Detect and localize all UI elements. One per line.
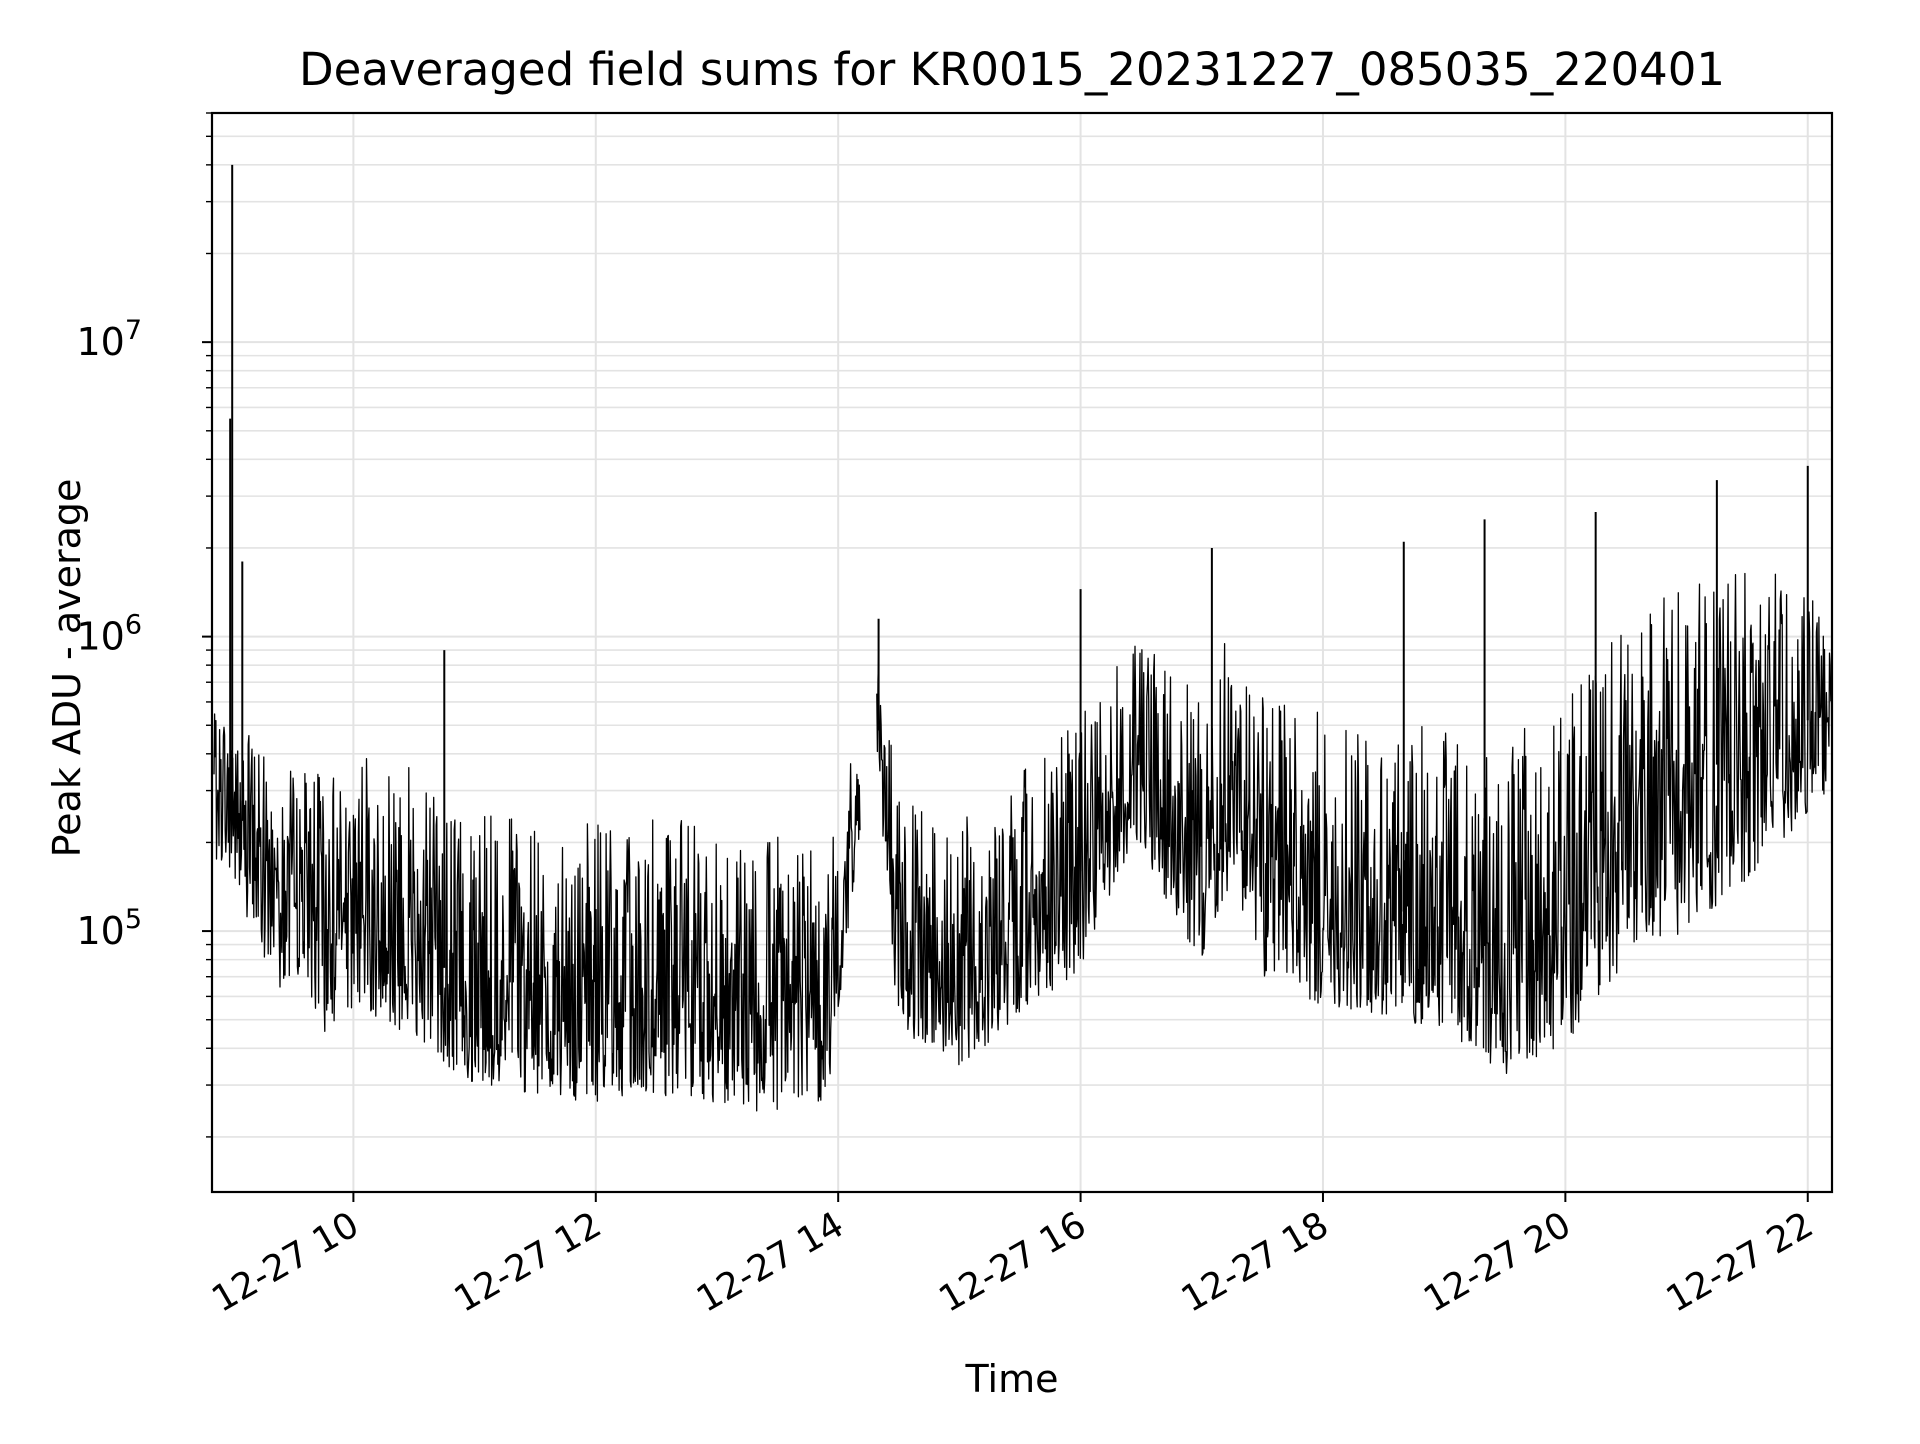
y-tick-label: 106: [76, 610, 142, 659]
y-tick-label: 105: [76, 904, 142, 953]
y-tick-label: 107: [76, 315, 142, 364]
data-series: [213, 164, 1833, 1112]
plot-frame: [210, 111, 1834, 1194]
series-line: [213, 572, 1833, 1112]
x-axis-label: Time: [965, 1357, 1059, 1401]
y-axis-label: Peak ADU - average: [45, 479, 89, 858]
chart-title: Deaveraged field sums for KR0015_2023122…: [299, 43, 1725, 96]
